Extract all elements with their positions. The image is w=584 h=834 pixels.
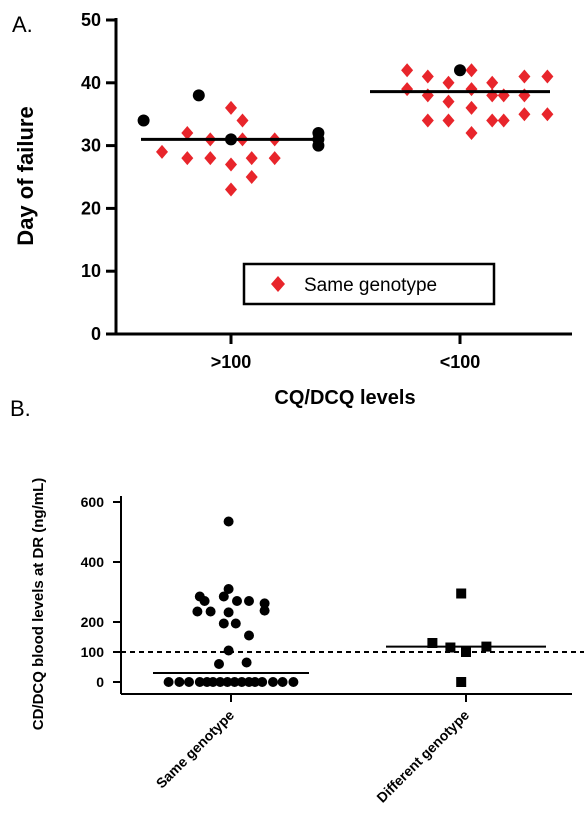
data-point-circle [223,516,234,527]
data-point-diamond [442,75,455,90]
data-point-circle [454,64,466,77]
data-point-diamond [486,113,499,128]
data-point-diamond [465,126,478,141]
panel-a-y-tick-label: 50 [81,10,101,30]
data-point-square [456,588,467,599]
data-point-diamond [156,144,168,159]
data-point-diamond [245,170,258,184]
legend-box [242,262,496,306]
data-point-diamond [541,107,554,122]
data-point-diamond [518,107,531,122]
panel-b-x-tick-label: Same genotype [153,707,238,792]
panel-b-y-tick-label: 400 [81,554,105,570]
data-point-square [427,638,438,648]
data-point-circle [230,618,241,629]
panel-b-y-axis-label: CD/DCQ blood levels at DR (ng/mL) [30,478,47,731]
panel-a-y-axis-label: Day of failure [13,106,38,245]
data-point-circle [277,677,288,687]
data-point-circle [236,677,247,687]
data-point-diamond [181,126,194,141]
panel-a-y-tick-label: 30 [81,136,101,156]
panel-a: A. Day of failure CQ/DCQ levels 0 10 20 30 4… [12,10,572,409]
data-point-diamond [225,182,237,197]
data-point-circle [192,89,205,102]
panel-a-y-tick-label: 40 [81,73,101,93]
data-point-circle [184,677,194,687]
data-point-diamond [225,100,237,115]
panel-b-y-tick-label: 0 [96,674,104,690]
data-point-diamond [204,151,217,166]
data-point-circle [223,607,234,618]
data-point-circle [244,630,254,641]
data-point-diamond [225,157,237,172]
data-point-circle [232,596,242,606]
data-point-diamond [442,113,455,128]
data-point-circle [218,618,229,629]
data-point-circle [205,606,216,617]
data-point-diamond [465,82,478,97]
panel-a-x-tick-label: >100 [211,352,252,372]
panel-b-y-tick-label: 200 [81,614,105,630]
data-point-circle [208,677,218,687]
data-point-circle [215,677,226,687]
panel-b: B. CD/DCQ blood levels at DR (ng/mL) 0 10… [10,396,584,806]
data-point-diamond [486,75,499,90]
data-point-circle [222,677,233,687]
data-point-circle [257,677,268,687]
data-point-circle [229,677,240,687]
data-point-circle [192,606,203,617]
data-point-circle [137,114,150,127]
data-point-diamond [421,113,434,128]
data-point-circle [218,591,229,602]
data-point-diamond [465,100,478,115]
data-point-circle [241,657,252,668]
panel-a-x-axis-label: CQ/DCQ levels [274,387,415,409]
panel-b-y-tick-label: 100 [81,644,105,660]
panel-a-label: A. [12,12,33,37]
data-point-diamond [518,69,531,84]
data-point-diamond [181,151,194,166]
data-point-diamond [268,151,281,166]
panel-b-x-tick-label: Different genotype [373,707,472,806]
data-point-diamond [401,82,414,97]
data-point-diamond [541,69,554,84]
panel-a-y-tick-label: 20 [81,198,101,218]
data-point-diamond [401,63,414,78]
data-point-diamond [245,151,258,166]
data-point-circle [199,596,210,606]
panel-b-y-tick-label: 600 [81,494,105,510]
panel-b-label: B. [10,396,31,421]
legend-label: Same genotype [304,275,437,296]
panel-a-y-tick-label: 0 [91,324,101,344]
data-point-circle [223,584,234,594]
data-point-circle [259,598,270,609]
data-point-circle [259,605,270,616]
data-point-diamond [442,94,455,109]
data-point-circle [223,645,234,656]
data-point-diamond [497,113,510,128]
data-point-square [461,647,471,657]
data-point-circle [312,139,325,152]
panel-a-x-tick-label: <100 [440,352,481,372]
data-point-diamond [465,63,478,78]
data-point-circle [194,677,205,687]
data-point-square [456,677,467,687]
data-point-diamond [421,69,434,84]
data-point-circle [288,677,299,687]
data-point-circle [250,677,260,687]
panel-a-legend: Same genotype [242,262,496,306]
data-point-circle [174,677,185,687]
data-point-circle [214,659,224,669]
data-point-circle [244,596,254,606]
data-point-circle [268,677,278,687]
data-point-circle [163,677,174,687]
data-point-diamond [236,113,249,128]
legend-marker-diamond [271,276,285,292]
panel-a-y-tick-label: 10 [81,261,101,281]
